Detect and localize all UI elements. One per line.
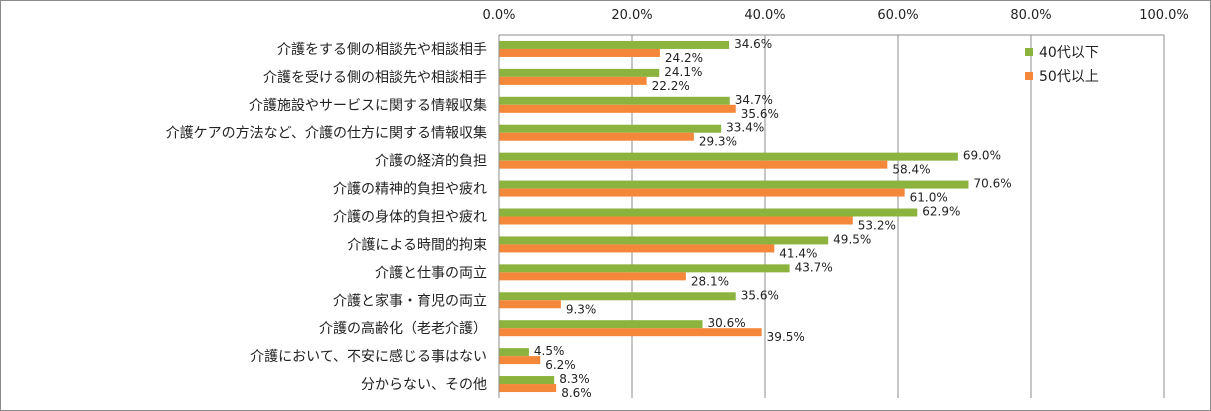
bar-series1	[499, 96, 730, 105]
category-label: 介護ケアの方法など、介護の仕方に関する情報収集	[166, 125, 487, 142]
data-label: 29.3%	[699, 135, 737, 149]
bar-series1	[499, 152, 958, 161]
data-label: 34.7%	[735, 93, 773, 107]
bar-series2	[499, 104, 736, 113]
bar-series2	[499, 384, 557, 393]
data-label: 53.2%	[858, 219, 896, 233]
category-label: 介護の精神的負担や疲れ	[333, 181, 487, 198]
bar-series1	[499, 236, 829, 245]
category-label: 介護において、不安に感じる事はない	[250, 348, 487, 365]
data-label: 34.6%	[734, 37, 772, 51]
data-label: 8.3%	[559, 372, 590, 386]
legend-label: 50代以上	[1039, 69, 1099, 85]
data-label: 33.4%	[726, 121, 764, 135]
category-label: 介護を受ける側の相談先や相談相手	[263, 70, 487, 86]
bar-series2	[499, 48, 660, 57]
data-label: 69.0%	[963, 149, 1001, 163]
x-tick-label: 100.0%	[1139, 8, 1189, 23]
bar-series1	[499, 348, 529, 357]
data-label: 62.9%	[922, 205, 960, 219]
data-label: 49.5%	[833, 232, 871, 246]
data-label: 9.3%	[566, 302, 597, 316]
data-label: 41.4%	[779, 246, 817, 260]
category-label: 介護施設やサービスに関する情報収集	[249, 97, 487, 114]
bar-series1	[499, 208, 918, 217]
x-tick-label: 80.0%	[1010, 8, 1051, 23]
category-label: 介護をする側の相談先や相談相手	[277, 42, 487, 58]
legend-swatch	[1025, 72, 1033, 80]
data-label: 30.6%	[707, 316, 745, 330]
bar-series2	[499, 216, 853, 225]
category-label: 介護と仕事の両立	[375, 265, 487, 281]
bar-series1	[499, 180, 969, 189]
data-label: 24.1%	[664, 65, 702, 79]
category-label: 介護の高齢化（老老介護）	[319, 320, 487, 337]
category-label: 介護による時間的拘束	[347, 237, 487, 253]
bar-series1	[499, 320, 703, 329]
bar-series2	[499, 244, 775, 253]
category-label: 分からない、その他	[361, 377, 487, 393]
category-label: 介護の経済的負担	[375, 154, 487, 170]
data-label: 58.4%	[892, 163, 930, 177]
bar-series1	[499, 124, 722, 133]
bar-series2	[499, 160, 888, 169]
bar-series2	[499, 272, 686, 281]
x-tick-label: 60.0%	[877, 8, 918, 23]
legend-label: 40代以下	[1039, 45, 1099, 61]
data-label: 39.5%	[767, 330, 805, 344]
data-label: 43.7%	[795, 260, 833, 274]
bar-series2	[499, 300, 561, 309]
data-label: 22.2%	[652, 79, 690, 93]
bar-series1	[499, 40, 730, 49]
bar-series1	[499, 376, 555, 385]
bar-series2	[499, 356, 541, 365]
x-tick-label: 20.0%	[611, 8, 652, 23]
data-label: 24.2%	[665, 51, 703, 65]
legend-swatch	[1025, 48, 1033, 56]
data-label: 8.6%	[561, 386, 592, 400]
bar-series2	[499, 188, 905, 197]
x-tick-label: 0.0%	[482, 8, 515, 23]
data-label: 4.5%	[534, 344, 565, 358]
x-tick-label: 40.0%	[744, 8, 785, 23]
data-label: 35.6%	[741, 107, 779, 121]
bar-series1	[499, 292, 736, 301]
data-label: 70.6%	[973, 177, 1011, 191]
category-label: 介護と家事・育児の両立	[333, 292, 487, 309]
bar-series2	[499, 328, 762, 337]
data-label: 35.6%	[741, 288, 779, 302]
bar-series1	[499, 264, 790, 273]
bar-series1	[499, 68, 660, 77]
bar-series2	[499, 132, 694, 141]
data-label: 28.1%	[691, 274, 729, 288]
data-label: 61.0%	[910, 191, 948, 205]
category-label: 介護の身体的負担や疲れ	[333, 209, 487, 226]
bar-series2	[499, 76, 647, 85]
data-label: 6.2%	[545, 358, 576, 372]
